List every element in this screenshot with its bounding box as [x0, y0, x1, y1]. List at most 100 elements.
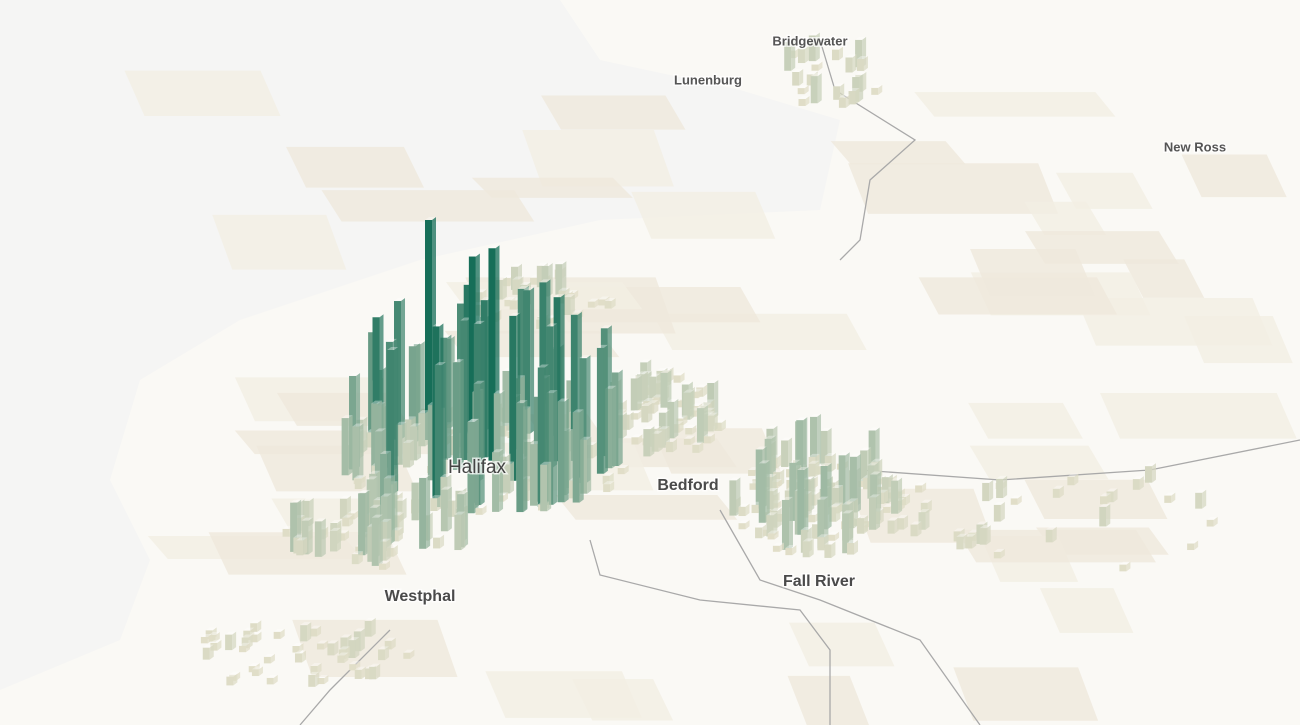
- extrusion-top: [824, 453, 836, 457]
- extrusion-front: [492, 452, 500, 512]
- extrusion-top: [378, 646, 390, 650]
- extrusion-front: [596, 347, 604, 474]
- extrusion-top: [404, 416, 416, 420]
- extrusion-top: [824, 541, 836, 545]
- extrusion-top: [314, 518, 326, 522]
- extrusion: [225, 631, 237, 651]
- extrusion: [384, 637, 396, 650]
- extrusion-top: [572, 409, 584, 413]
- extrusion-top: [643, 397, 655, 401]
- extrusion-side: [779, 542, 784, 552]
- extrusion-side: [1052, 526, 1057, 543]
- extrusion: [781, 437, 793, 467]
- extrusion-top: [433, 534, 445, 538]
- extrusion: [1099, 503, 1111, 527]
- extrusion-front: [1119, 564, 1127, 572]
- extrusion-side: [777, 507, 782, 528]
- extrusion: [454, 511, 466, 551]
- extrusion-side: [831, 453, 836, 472]
- extrusion-top: [683, 435, 695, 439]
- extrusion: [273, 628, 285, 639]
- extrusion-top: [773, 469, 785, 473]
- extrusion-side: [972, 533, 977, 549]
- extrusion: [685, 424, 697, 435]
- extrusion-front: [587, 301, 595, 308]
- extrusion-front: [785, 548, 793, 556]
- tile: [953, 667, 1099, 721]
- extrusion: [738, 503, 750, 517]
- extrusion-top: [996, 475, 1008, 479]
- extrusion-side: [638, 434, 643, 445]
- extrusion: [856, 56, 868, 71]
- extrusion: [891, 477, 903, 514]
- extrusion-side: [355, 637, 360, 659]
- extrusion-side: [233, 673, 238, 686]
- tile: [1100, 392, 1297, 439]
- extrusion: [792, 69, 804, 86]
- extrusion-front: [1132, 479, 1140, 490]
- extrusion-top: [1052, 485, 1064, 489]
- extrusion-front: [993, 551, 1001, 559]
- extrusion-front: [817, 499, 825, 549]
- extrusion-top: [1206, 516, 1218, 520]
- extrusion-side: [667, 369, 672, 408]
- extrusion-side: [803, 417, 808, 481]
- extrusion-side: [1113, 488, 1118, 503]
- extrusion-side: [398, 527, 403, 542]
- extrusion-side: [447, 486, 452, 532]
- extrusion-side: [762, 524, 767, 539]
- extrusion-top: [649, 373, 661, 377]
- extrusion: [956, 533, 968, 550]
- extrusion-side: [359, 423, 364, 481]
- extrusion-top: [379, 560, 391, 564]
- extrusion-side: [215, 631, 220, 642]
- extrusion-side: [643, 371, 648, 403]
- extrusion-top: [430, 495, 442, 499]
- extrusion-top: [820, 462, 832, 466]
- place-label: Halifax: [448, 457, 507, 478]
- extrusion: [785, 545, 797, 556]
- extrusion-side: [386, 538, 391, 561]
- place-label: Westphal: [385, 588, 456, 605]
- extrusion-top: [516, 400, 528, 404]
- extrusion: [707, 379, 719, 419]
- extrusion: [1187, 540, 1199, 551]
- extrusion-side: [792, 545, 797, 556]
- extrusion-front: [871, 87, 879, 95]
- extrusion-top: [293, 499, 305, 503]
- extrusion-top: [781, 496, 793, 500]
- extrusion-front: [758, 463, 766, 523]
- extrusion-side: [209, 644, 214, 660]
- extrusion-top: [897, 515, 909, 519]
- extrusion-side: [401, 298, 406, 440]
- extrusion-front: [887, 520, 895, 534]
- extrusion: [820, 462, 832, 530]
- extrusion: [833, 83, 845, 100]
- extrusion-top: [796, 417, 808, 421]
- extrusion: [910, 521, 922, 537]
- extrusion-side: [246, 642, 251, 653]
- extrusion-front: [468, 256, 476, 465]
- extrusion: [314, 518, 326, 557]
- extrusion-front: [488, 248, 496, 461]
- extrusion-top: [537, 364, 549, 368]
- extrusion-side: [346, 495, 351, 519]
- extrusion-side: [1194, 540, 1199, 551]
- extrusion-top: [881, 474, 893, 478]
- extrusion-front: [290, 502, 298, 552]
- extrusion: [755, 524, 767, 539]
- extrusion-top: [660, 369, 672, 373]
- extrusion: [352, 423, 364, 481]
- extrusion-side: [510, 461, 515, 494]
- extrusion: [604, 298, 616, 309]
- extrusion: [1195, 489, 1207, 509]
- extrusion-side: [773, 488, 778, 513]
- extrusion-side: [393, 545, 398, 557]
- extrusion-front: [512, 279, 520, 295]
- extrusion-front: [314, 521, 322, 557]
- extrusion-top: [293, 534, 305, 538]
- extrusion-side: [637, 375, 642, 411]
- extrusion-top: [541, 263, 553, 267]
- extrusion-front: [729, 480, 737, 516]
